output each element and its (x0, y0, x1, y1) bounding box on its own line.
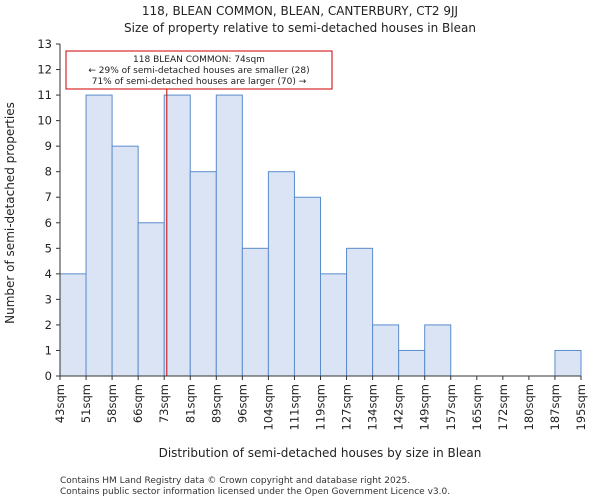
bar-81sqm (189, 171, 217, 377)
annotation-line-3: 71% of semi-detached houses are larger (… (92, 77, 307, 87)
x-tick-label-58sqm: 58sqm (105, 384, 119, 423)
chart-title: 118, BLEAN COMMON, BLEAN, CANTERBURY, CT… (142, 4, 458, 18)
bar-66sqm (137, 222, 165, 377)
x-tick-label-172sqm: 172sqm (496, 384, 510, 430)
y-tick-label-13: 13 (37, 37, 52, 51)
x-tick-label-89sqm: 89sqm (209, 384, 223, 423)
bars-group (59, 94, 582, 377)
y-tick-label-8: 8 (45, 165, 52, 179)
x-tick-label-51sqm: 51sqm (79, 384, 93, 423)
y-tick-label-10: 10 (37, 114, 52, 128)
x-tick-label-73sqm: 73sqm (157, 384, 171, 423)
bar-149sqm (424, 324, 452, 377)
x-tick-label-43sqm: 43sqm (53, 384, 67, 423)
bar-187sqm (554, 349, 582, 377)
x-tick-label-195sqm: 195sqm (574, 384, 588, 430)
x-tick-label-104sqm: 104sqm (261, 384, 275, 430)
x-tick-label-134sqm: 134sqm (366, 384, 380, 430)
footer-line-1: Contains HM Land Registry data © Crown c… (60, 476, 410, 486)
annotation-line-1: 118 BLEAN COMMON: 74sqm (133, 55, 265, 65)
annotation-box: 118 BLEAN COMMON: 74sqm ← 29% of semi-de… (65, 50, 333, 90)
bar-58sqm (111, 145, 139, 377)
bar-96sqm (241, 247, 269, 377)
bar-89sqm (215, 94, 243, 377)
y-tick-label-1: 1 (45, 343, 52, 357)
x-tick-label-111sqm: 111sqm (287, 384, 301, 430)
y-tick-label-7: 7 (45, 190, 52, 204)
bar-111sqm (293, 196, 322, 377)
y-tick-label-4: 4 (45, 267, 52, 281)
y-tick-label-3: 3 (45, 292, 52, 306)
x-tick-label-157sqm: 157sqm (444, 384, 458, 430)
bar-73sqm (163, 94, 191, 377)
x-tick-label-96sqm: 96sqm (235, 384, 249, 423)
bar-51sqm (85, 94, 113, 377)
y-axis-label: Number of semi-detached properties (3, 102, 17, 324)
x-axis-label: Distribution of semi-detached houses by … (159, 446, 482, 460)
x-tick-label-66sqm: 66sqm (131, 384, 145, 423)
bar-134sqm (372, 324, 400, 377)
y-tick-label-12: 12 (37, 63, 52, 77)
x-tick-label-149sqm: 149sqm (418, 384, 432, 430)
annotation-box-frame (65, 50, 333, 90)
x-tick-label-81sqm: 81sqm (183, 384, 197, 423)
bar-127sqm (346, 247, 374, 377)
footer-line-2: Contains public sector information licen… (60, 487, 450, 497)
y-tick-label-2: 2 (45, 318, 52, 332)
y-tick-label-11: 11 (37, 88, 52, 102)
x-tick-label-187sqm: 187sqm (548, 384, 562, 430)
x-tick-label-119sqm: 119sqm (314, 384, 328, 430)
chart-subtitle: Size of property relative to semi-detach… (124, 21, 476, 35)
x-tick-label-127sqm: 127sqm (340, 384, 354, 430)
plot-frame (59, 44, 581, 377)
bar-142sqm (398, 349, 426, 377)
bar-43sqm (59, 273, 87, 377)
x-ticks-group: 43sqm 51sqm 58sqm 66sqm 73sqm 81sqm 89sqm 96sqm… (53, 376, 588, 430)
x-tick-label-180sqm: 180sqm (522, 384, 536, 430)
y-tick-label-0: 0 (45, 369, 52, 383)
annotation-line-2: ← 29% of semi-detached houses are smalle… (88, 66, 309, 76)
y-tick-label-9: 9 (45, 139, 52, 153)
x-tick-label-142sqm: 142sqm (392, 384, 406, 430)
y-tick-label-5: 5 (45, 241, 52, 255)
y-tick-label-6: 6 (45, 216, 52, 230)
bar-119sqm (320, 273, 348, 377)
x-tick-label-165sqm: 165sqm (470, 384, 484, 430)
bar-104sqm (267, 171, 295, 377)
